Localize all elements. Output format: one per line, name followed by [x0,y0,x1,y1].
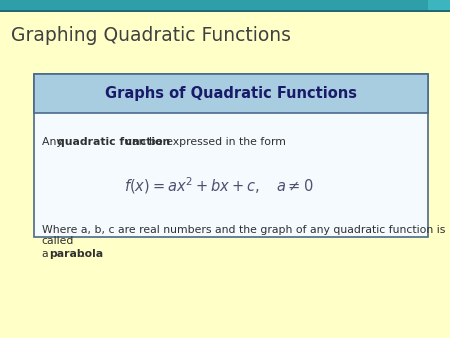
FancyBboxPatch shape [34,74,428,113]
Text: Any: Any [42,137,66,147]
Text: Where a, b, c are real numbers and the graph of any quadratic function is called: Where a, b, c are real numbers and the g… [42,225,445,246]
FancyBboxPatch shape [0,0,428,12]
Text: $f\left(x\right)=ax^{2}+bx+c,\quad a\neq 0$: $f\left(x\right)=ax^{2}+bx+c,\quad a\neq… [124,175,314,196]
FancyBboxPatch shape [428,0,450,12]
Text: parabola: parabola [49,249,103,259]
Text: a: a [42,249,52,259]
Text: Graphing Quadratic Functions: Graphing Quadratic Functions [11,26,291,45]
Text: .: . [82,249,85,259]
Text: quadratic function: quadratic function [57,137,170,147]
Text: Graphs of Quadratic Functions: Graphs of Quadratic Functions [104,86,356,101]
Text: can be expressed in the form: can be expressed in the form [126,137,285,147]
FancyBboxPatch shape [34,74,428,237]
FancyBboxPatch shape [0,10,450,12]
